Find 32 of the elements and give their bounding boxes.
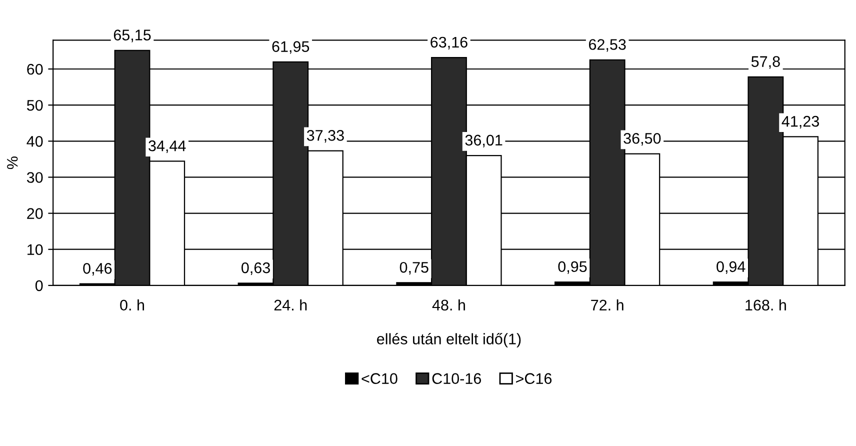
data-label: 37,33	[306, 130, 344, 143]
data-label: 34,44	[148, 140, 186, 154]
data-label: 65,15	[114, 30, 151, 42]
data-label: 63,16	[430, 36, 468, 50]
y-axis-title: %	[7, 156, 18, 170]
y-tick-label: 30	[26, 172, 43, 183]
data-label: 36,01	[465, 134, 502, 148]
y-tick-label: 40	[26, 136, 43, 147]
y-tick-label: 20	[27, 208, 43, 219]
data-label: 0,63	[242, 262, 270, 276]
x-tick-label: 72. h	[591, 299, 624, 310]
x-tick-label: 0. h	[120, 299, 144, 311]
data-label: 0,75	[400, 262, 428, 275]
y-tick-label: 0	[35, 280, 43, 292]
y-tick-label: 50	[26, 100, 43, 111]
data-label: 36,50	[624, 132, 661, 146]
data-label: 0,46	[83, 263, 112, 276]
data-label: 61,95	[272, 41, 310, 54]
legend-label: <C10	[362, 373, 398, 384]
x-axis-title: ellés után eltelt idő(1)	[377, 333, 521, 348]
data-label: 0,95	[558, 261, 587, 274]
x-tick-label: 24. h	[274, 299, 307, 310]
data-label: 41,23	[782, 116, 819, 129]
data-label: 57,8	[751, 56, 780, 69]
data-label: 0,94	[716, 261, 746, 274]
legend-label: >C16	[516, 373, 552, 384]
y-tick-label: 10	[28, 244, 43, 256]
data-label: 62,53	[588, 39, 626, 52]
legend-label: C10-16	[432, 373, 481, 384]
y-tick-label: 60	[27, 64, 43, 75]
x-tick-label: 48. h	[432, 299, 465, 311]
x-tick-label: 168. h	[746, 299, 786, 311]
